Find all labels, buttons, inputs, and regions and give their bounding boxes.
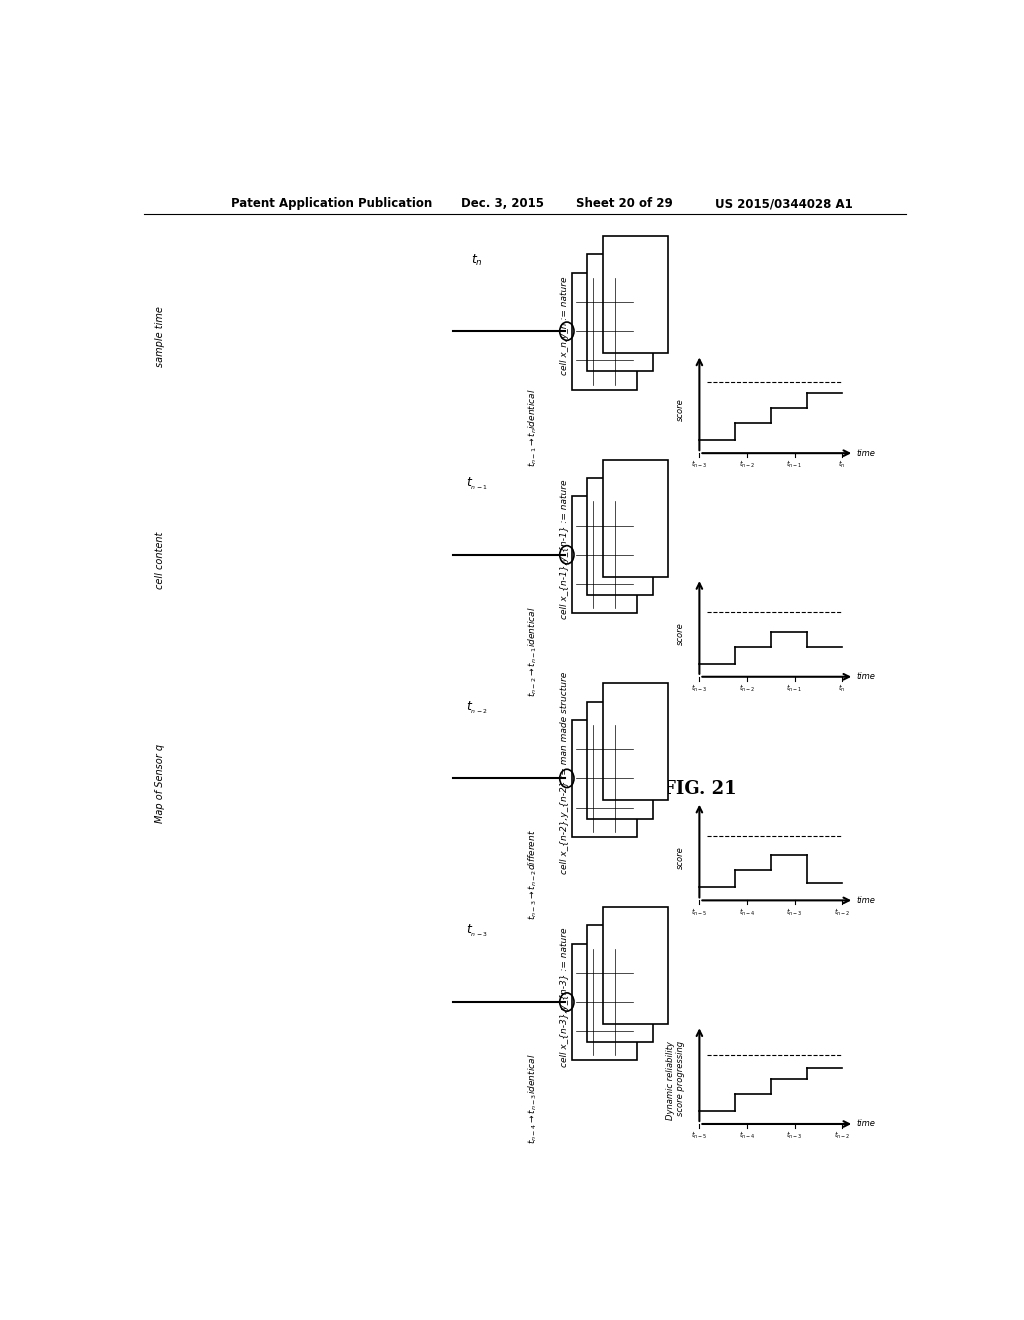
Text: cell x_{n-1},y_{n-1} := nature: cell x_{n-1},y_{n-1} := nature [560, 480, 569, 619]
Text: Dynamic reliability
score progressing: Dynamic reliability score progressing [666, 1041, 685, 1121]
Text: time: time [856, 1119, 876, 1129]
Text: $t_{n-5}$: $t_{n-5}$ [691, 907, 708, 917]
Polygon shape [588, 925, 652, 1043]
Polygon shape [571, 496, 637, 614]
Text: $t_{n-2}$: $t_{n-2}$ [834, 907, 851, 917]
Text: Sheet 20 of 29: Sheet 20 of 29 [577, 197, 673, 210]
Polygon shape [588, 478, 652, 595]
Text: $t_{n-3}$: $t_{n-3}$ [691, 459, 708, 470]
Text: $t_{n-1} \rightarrow t_n  identical$: $t_{n-1} \rightarrow t_n identical$ [526, 388, 539, 467]
Text: $t_{_{n-2}}$: $t_{_{n-2}}$ [466, 700, 488, 715]
Text: score: score [676, 846, 685, 869]
Text: $t_{n-2}$: $t_{n-2}$ [738, 459, 756, 470]
Text: cell x_{n-2},y_{n-2} := man made structure: cell x_{n-2},y_{n-2} := man made structu… [560, 672, 569, 874]
Text: $t_{_{n-1}}$: $t_{_{n-1}}$ [466, 475, 488, 492]
Text: $t_n$: $t_n$ [839, 459, 846, 470]
Text: time: time [856, 449, 876, 458]
Text: score: score [676, 622, 685, 645]
Text: time: time [856, 672, 876, 681]
Text: Map of Sensor q: Map of Sensor q [155, 744, 165, 824]
Text: time: time [856, 896, 876, 906]
Text: $t_{_{n-3}}$: $t_{_{n-3}}$ [466, 923, 488, 939]
Text: $t_n$: $t_n$ [839, 682, 846, 694]
Polygon shape [603, 907, 669, 1024]
Polygon shape [603, 236, 669, 352]
Text: $t_{n-3}$: $t_{n-3}$ [786, 907, 803, 917]
Text: $t_{n-2}$: $t_{n-2}$ [834, 1130, 851, 1142]
Text: Dec. 3, 2015: Dec. 3, 2015 [461, 197, 545, 210]
Polygon shape [571, 719, 637, 837]
Text: $t_{n-2} \rightarrow t_{n-1}  identical$: $t_{n-2} \rightarrow t_{n-1} identical$ [526, 606, 539, 697]
Text: $t_{n-2}$: $t_{n-2}$ [738, 682, 756, 694]
Text: $t_{n-3}$: $t_{n-3}$ [691, 682, 708, 694]
Polygon shape [588, 702, 652, 818]
Text: sample time: sample time [155, 306, 165, 367]
Text: cell x_{n-3},y_{n-3} := nature: cell x_{n-3},y_{n-3} := nature [560, 927, 569, 1067]
Text: $t_{n-3} \rightarrow t_{n-2}  different$: $t_{n-3} \rightarrow t_{n-2} different$ [526, 829, 539, 920]
Text: $t_{n-3}$: $t_{n-3}$ [786, 1130, 803, 1142]
Polygon shape [603, 684, 669, 800]
Text: US 2015/0344028 A1: US 2015/0344028 A1 [715, 197, 853, 210]
Text: cell x_n,y_n := nature: cell x_n,y_n := nature [560, 277, 569, 375]
Polygon shape [571, 273, 637, 389]
Polygon shape [571, 944, 637, 1060]
Text: Patent Application Publication: Patent Application Publication [231, 197, 432, 210]
Text: $t_{n-4} \rightarrow t_{n-3}  identical$: $t_{n-4} \rightarrow t_{n-3} identical$ [526, 1053, 539, 1144]
Polygon shape [603, 459, 669, 577]
Polygon shape [588, 255, 652, 371]
Text: $t_{n-4}$: $t_{n-4}$ [738, 1130, 756, 1142]
Text: FIG. 21: FIG. 21 [663, 780, 736, 797]
Text: $t_{n-1}$: $t_{n-1}$ [786, 459, 803, 470]
Text: $t_{n-1}$: $t_{n-1}$ [786, 682, 803, 694]
Text: $t_{n-5}$: $t_{n-5}$ [691, 1130, 708, 1142]
Text: $t_{n-4}$: $t_{n-4}$ [738, 907, 756, 917]
Text: score: score [676, 399, 685, 421]
Text: $t_n$: $t_n$ [471, 252, 483, 268]
Text: cell content: cell content [155, 531, 165, 589]
